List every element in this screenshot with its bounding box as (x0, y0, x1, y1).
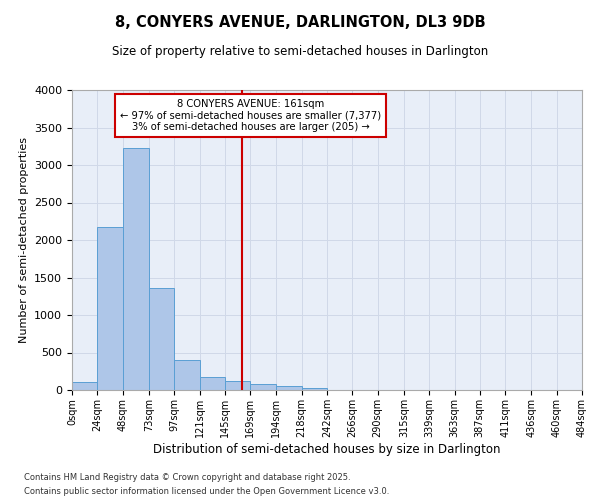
Bar (72, 382, 97, 390)
Text: Size of property relative to semi-detached houses in Darlington: Size of property relative to semi-detach… (112, 45, 488, 58)
X-axis label: Distribution of semi-detached houses by size in Darlington: Distribution of semi-detached houses by … (153, 442, 501, 456)
Bar (225, 382, 250, 390)
Bar (174, 360, 199, 390)
Text: Contains HM Land Registry data © Crown copyright and database right 2025.: Contains HM Land Registry data © Crown c… (24, 472, 350, 482)
Bar (122, 148, 149, 390)
Y-axis label: Number of semi-detached properties: Number of semi-detached properties (19, 137, 29, 343)
Bar (302, 388, 327, 390)
Text: Contains public sector information licensed under the Open Government Licence v3: Contains public sector information licen… (24, 488, 389, 496)
Bar (277, 386, 302, 390)
Bar (149, 288, 174, 390)
Bar (97, 227, 122, 390)
Text: 8, CONYERS AVENUE, DARLINGTON, DL3 9DB: 8, CONYERS AVENUE, DARLINGTON, DL3 9DB (115, 15, 485, 30)
Text: 8 CONYERS AVENUE: 161sqm
← 97% of semi-detached houses are smaller (7,377)
3% of: 8 CONYERS AVENUE: 161sqm ← 97% of semi-d… (120, 99, 381, 132)
Bar (250, 384, 277, 390)
Bar (199, 377, 225, 390)
